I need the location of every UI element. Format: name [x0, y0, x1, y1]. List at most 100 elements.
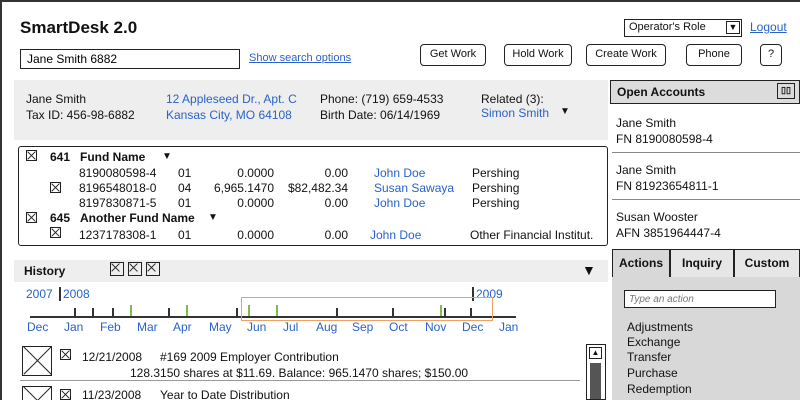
related-link[interactable]: Simon Smith: [481, 106, 550, 120]
account-number: FN 8190080598-4: [616, 132, 713, 146]
help-button[interactable]: ?: [760, 44, 782, 66]
account-number: 1237178308-1: [79, 228, 157, 242]
related-label: Related (3):: [481, 92, 544, 106]
timeline-event-tick[interactable]: [168, 308, 170, 316]
timeline-event-tick[interactable]: [236, 308, 238, 316]
history-filter-checkbox[interactable]: [110, 262, 124, 276]
rep-link[interactable]: John Doe: [374, 196, 426, 210]
birth-date: Birth Date: 06/14/1969: [320, 108, 441, 122]
role-select[interactable]: Operator's Role ▼: [624, 19, 742, 37]
timeline-event-tick[interactable]: [276, 305, 278, 316]
timeline-event-tick[interactable]: [444, 308, 446, 316]
year-divider: [472, 287, 474, 301]
fund-dropdown-icon[interactable]: ▼: [208, 212, 218, 223]
document-thumbnail: [22, 386, 52, 400]
value: $82,482.34: [287, 181, 348, 195]
timeline-month: Mar: [137, 320, 158, 334]
history-item-checkbox[interactable]: [60, 389, 71, 400]
account-holder: Jane Smith: [616, 116, 677, 130]
timeline-event-tick[interactable]: [440, 305, 442, 316]
timeline-month: Dec: [27, 320, 49, 334]
timeline-month: Feb: [100, 320, 121, 334]
fund-645-checkbox[interactable]: [26, 212, 37, 223]
timeline-event-tick[interactable]: [470, 308, 472, 316]
address-line1[interactable]: 12 Appleseed Dr., Apt. C: [166, 92, 297, 106]
app-title: SmartDesk 2.0: [20, 18, 138, 37]
timeline-event-tick[interactable]: [130, 305, 132, 316]
account-type: 01: [178, 228, 192, 242]
role-select-value: Operator's Role: [629, 21, 706, 33]
fund-name: Another Fund Name: [80, 211, 195, 225]
rep-link[interactable]: John Doe: [374, 166, 426, 180]
timeline-year[interactable]: 2007: [26, 287, 53, 301]
timeline-month: Nov: [425, 320, 447, 334]
history-item-checkbox[interactable]: [60, 349, 71, 360]
chevron-down-icon: ▼: [726, 21, 740, 34]
account-number: 8197830871-5: [79, 196, 157, 210]
account-number: FN 81923654811-1: [616, 179, 719, 193]
collapse-icon[interactable]: ▼: [582, 262, 596, 278]
fund-641-checkbox[interactable]: [26, 150, 37, 161]
history-filter-checkbox[interactable]: [146, 262, 160, 276]
history-header: [14, 260, 608, 282]
tab-actions[interactable]: Actions: [612, 249, 670, 277]
timeline-year[interactable]: 2008: [63, 287, 90, 301]
tab-custom[interactable]: Custom: [734, 249, 800, 277]
action-item[interactable]: Transfer: [627, 350, 672, 364]
logout-link[interactable]: Logout: [750, 20, 787, 34]
search-input[interactable]: [20, 49, 240, 69]
timeline-month: Jan: [499, 320, 519, 334]
divider: [612, 152, 800, 153]
action-item[interactable]: Purchase: [627, 366, 678, 380]
get-work-button[interactable]: Get Work: [420, 44, 486, 66]
address-line2[interactable]: Kansas City, MO 64108: [166, 108, 292, 122]
timeline-event-tick[interactable]: [112, 308, 114, 316]
row-checkbox[interactable]: [50, 227, 61, 238]
year-divider: [59, 287, 61, 301]
shares: 0.0000: [237, 228, 274, 242]
customer-name: Jane Smith: [26, 92, 87, 106]
timeline-event-tick[interactable]: [392, 308, 394, 316]
timeline-month: Sep: [352, 320, 374, 334]
expand-icon[interactable]: ▯▯: [777, 83, 795, 99]
history-scrollbar[interactable]: ▲: [586, 344, 606, 400]
timeline-month: Apr: [173, 320, 192, 334]
tab-inquiry[interactable]: Inquiry: [670, 249, 734, 277]
fund-dropdown-icon[interactable]: ▼: [162, 151, 172, 162]
account-holder: Susan Wooster: [616, 210, 698, 224]
history-title: Year to Date Distribution: [160, 388, 290, 400]
timeline-month: Jul: [283, 320, 299, 334]
history-date: 12/21/2008: [82, 350, 143, 364]
history-filter-checkbox[interactable]: [128, 262, 142, 276]
action-item[interactable]: Redemption: [627, 382, 692, 396]
timeline-event-tick[interactable]: [74, 308, 76, 316]
action-search-input[interactable]: [624, 290, 776, 308]
timeline-event-tick[interactable]: [92, 308, 94, 316]
fund-code: 641: [50, 150, 71, 164]
row-checkbox[interactable]: [50, 182, 61, 193]
action-item[interactable]: Adjustments: [627, 320, 694, 334]
timeline-event-tick[interactable]: [336, 308, 338, 316]
create-work-button[interactable]: Create Work: [586, 44, 666, 66]
history-title: History: [24, 264, 66, 278]
scroll-up-icon[interactable]: ▲: [589, 347, 602, 359]
timeline-month: May: [209, 320, 232, 334]
action-item[interactable]: Exchange: [627, 335, 681, 349]
hold-work-button[interactable]: Hold Work: [504, 44, 572, 66]
phone-button[interactable]: Phone: [686, 44, 742, 66]
customer-summary: [14, 80, 608, 140]
timeline-selection[interactable]: [241, 297, 493, 321]
rep-link[interactable]: Susan Sawaya: [374, 181, 455, 195]
account-holder: Jane Smith: [616, 163, 677, 177]
show-search-options-link[interactable]: Show search options: [249, 52, 352, 64]
timeline-event-tick[interactable]: [186, 305, 188, 316]
fund-code: 645: [50, 211, 71, 225]
account-number: 8196548018-0: [79, 181, 157, 195]
rep-link[interactable]: John Doe: [370, 228, 422, 242]
divider: [612, 199, 800, 200]
related-dropdown-icon[interactable]: ▼: [560, 106, 570, 117]
timeline-event-tick[interactable]: [248, 305, 250, 316]
tax-id: Tax ID: 456-98-6882: [26, 108, 135, 122]
shares: 0.0000: [237, 196, 274, 210]
scrollbar-thumb[interactable]: [590, 363, 601, 399]
